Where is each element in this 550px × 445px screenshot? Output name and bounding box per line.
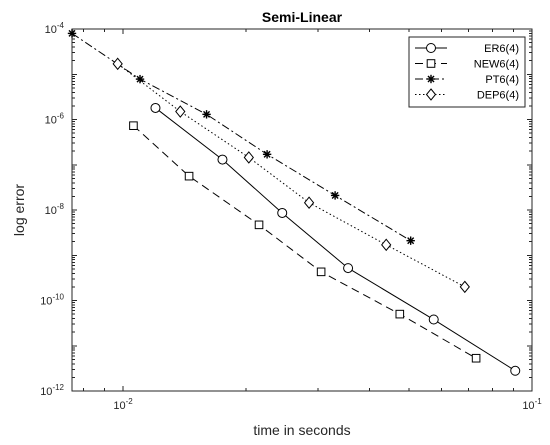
- series-NEW6(4): [129, 121, 481, 363]
- data-point: [381, 238, 392, 252]
- y-tick-label: 10-12: [40, 383, 64, 398]
- legend-marker: [426, 59, 436, 68]
- data-point: [459, 280, 470, 294]
- series-line: [71, 32, 411, 242]
- chart-title: Semi-Linear: [262, 9, 343, 25]
- legend-entry: PT6(4): [415, 74, 519, 86]
- series-PT6(4): [67, 29, 415, 245]
- legend-label: ER6(4): [484, 43, 519, 55]
- y-tick-label: 10-6: [45, 112, 65, 127]
- y-tick-label: 10-10: [40, 293, 64, 308]
- data-point: [184, 171, 194, 181]
- data-point: [217, 154, 228, 165]
- y-tick-label: 10-4: [45, 21, 65, 36]
- data-point: [129, 121, 138, 130]
- y-axis-label: log error: [11, 184, 27, 236]
- legend-label: NEW6(4): [474, 59, 519, 71]
- x-tick-label: 10-1: [522, 397, 542, 412]
- data-point: [406, 236, 415, 245]
- legend-label: PT6(4): [485, 74, 519, 86]
- data-point: [471, 353, 481, 363]
- series-line: [155, 107, 516, 372]
- data-point: [67, 29, 77, 38]
- data-point: [202, 110, 211, 119]
- data-point: [395, 309, 405, 319]
- y-tick-label: 10-8: [45, 202, 65, 217]
- legend-marker: [426, 43, 436, 53]
- data-point: [243, 151, 254, 164]
- legend-entry: DEP6(4): [415, 88, 519, 102]
- data-point: [277, 207, 288, 218]
- series-ER6(4): [150, 102, 521, 376]
- legend-label: DEP6(4): [477, 90, 519, 102]
- data-point: [316, 267, 326, 277]
- x-tick-label: 10-2: [113, 397, 133, 412]
- data-point: [428, 314, 439, 325]
- data-point: [150, 102, 161, 113]
- data-point: [262, 150, 272, 159]
- legend-marker: [425, 88, 437, 101]
- data-point: [175, 105, 186, 118]
- data-point: [510, 365, 521, 376]
- data-point: [343, 263, 354, 274]
- series-line: [133, 125, 477, 359]
- legend-entry: ER6(4): [415, 43, 519, 55]
- data-point: [330, 191, 340, 200]
- data-point: [303, 196, 315, 209]
- data-point: [112, 57, 123, 71]
- legend-marker: [426, 74, 436, 84]
- series-DEP6(4): [112, 57, 470, 294]
- data-point: [254, 220, 264, 230]
- x-axis-label: time in seconds: [253, 422, 350, 438]
- legend-entry: NEW6(4): [415, 59, 519, 71]
